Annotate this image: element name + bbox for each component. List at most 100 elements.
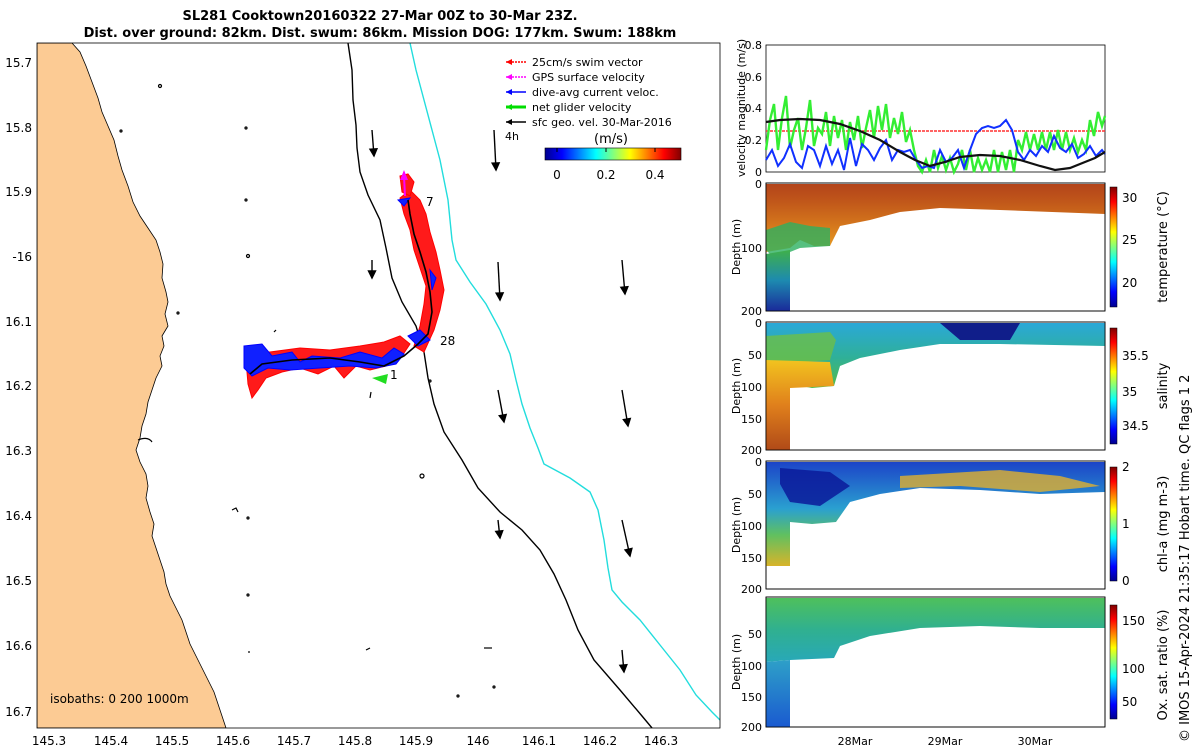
cbar-0-tick-0: 30 <box>1122 191 1137 205</box>
profile-1-ytick-4: 200 <box>741 444 762 457</box>
profile-oxygen <box>765 596 1106 728</box>
legend-item-1: GPS surface velocity <box>506 71 645 84</box>
lon-tick-7: 146 <box>467 734 490 748</box>
time-tick-labels: 28Mar 29Mar 30Mar <box>838 735 1053 748</box>
legend-item-4: sfc geo. vel. 30-Mar-2016 <box>506 116 672 129</box>
geo-velocity-arrows <box>367 129 633 674</box>
lat-tick-4: 16.1 <box>5 315 32 329</box>
vel-ytick-1: 0.2 <box>745 134 763 147</box>
cbar-2-tick-0: 2 <box>1122 460 1130 474</box>
cbar-2-tick-2: 0 <box>1122 574 1130 588</box>
lat-tick-3: -16 <box>12 250 32 264</box>
lat-tick-2: 15.9 <box>5 185 32 199</box>
day-label-7: 7 <box>426 195 434 209</box>
profile-3-ytick-1: 100 <box>741 660 762 673</box>
cbar-2-label: chl-a (mg m-3) <box>1156 476 1171 573</box>
vel-ytick-2: 0.4 <box>745 102 763 115</box>
cbar-1-tick-0: 35.5 <box>1122 349 1149 363</box>
lon-tick-0: 145.3 <box>32 734 66 748</box>
time-tick-1: 29Mar <box>928 735 963 748</box>
profile-salinity <box>765 321 1106 451</box>
title-line-1: SL281 Cooktown20160322 27-Mar 00Z to 30-… <box>182 9 578 24</box>
profile-3-ytick-2: 150 <box>741 691 762 704</box>
lat-tick-labels: 15.7 15.8 15.9 -16 16.1 16.2 16.3 16.4 16.5 16.6 1… <box>5 56 32 719</box>
profile-0-ytick-0: 0 <box>755 178 762 191</box>
legend-label-2: dive-avg current veloc. <box>532 86 659 99</box>
colorbar-salinity <box>1109 327 1118 445</box>
velocity-ylabel: velocity magnitude (m/s) <box>735 39 748 177</box>
lon-tick-2: 145.5 <box>155 734 189 748</box>
profile-chla <box>765 460 1106 590</box>
map-legend: 25cm/s swim vector GPS surface velocity di… <box>505 56 682 182</box>
day-label-28: 28 <box>440 334 455 348</box>
lon-tick-4: 145.7 <box>277 734 311 748</box>
cbar-0-tick-2: 20 <box>1122 276 1137 290</box>
colorbar-tick-0: 0 <box>553 168 561 182</box>
reef-markers <box>119 83 496 698</box>
legend-note: 4h <box>505 130 519 143</box>
lat-tick-9: 16.6 <box>5 639 32 653</box>
profile-0-ytick-2: 200 <box>741 305 762 318</box>
profile-2-ytick-4: 200 <box>741 583 762 596</box>
time-tick-0: 28Mar <box>838 735 873 748</box>
profile-0-ytick-1: 100 <box>741 242 762 255</box>
cbar-1-tick-2: 34.5 <box>1122 419 1149 433</box>
profile-0-ylabel: Depth (m) <box>730 219 743 275</box>
lon-tick-1: 145.4 <box>94 734 128 748</box>
profile-3-ytick-0: 50 <box>748 628 762 641</box>
profile-1-ytick-0: 0 <box>755 317 762 330</box>
legend-label-1: GPS surface velocity <box>532 71 645 84</box>
lat-tick-0: 15.7 <box>5 56 32 70</box>
copyright-note: © IMOS 15-Apr-2024 21:35:17 Hobart time.… <box>1178 374 1193 742</box>
lon-tick-3: 145.6 <box>216 734 250 748</box>
glider-track <box>243 170 445 400</box>
lat-tick-7: 16.4 <box>5 509 32 523</box>
profile-2-ytick-1: 50 <box>748 488 762 501</box>
land-coastline <box>37 43 227 728</box>
cbar-0-tick-1: 25 <box>1122 233 1137 247</box>
cbar-3-tick-1: 100 <box>1122 662 1145 676</box>
profile-2-ylabel: Depth (m) <box>730 497 743 553</box>
legend-label-4: sfc geo. vel. 30-Mar-2016 <box>532 116 672 129</box>
profile-1-ytick-3: 150 <box>741 413 762 426</box>
profile-2-ytick-0: 0 <box>755 456 762 469</box>
lon-tick-8: 146.1 <box>522 734 556 748</box>
colorbar-temperature <box>1109 186 1118 308</box>
lat-tick-8: 16.5 <box>5 574 32 588</box>
isobath-1000m <box>409 43 720 721</box>
legend-item-2: dive-avg current veloc. <box>506 86 659 99</box>
isobath-200m <box>347 43 653 728</box>
series-geo-black <box>765 117 1106 172</box>
cbar-3-tick-0: 150 <box>1122 614 1145 628</box>
colorbar-chla <box>1109 466 1118 582</box>
map-frame <box>36 42 721 729</box>
time-tick-2: 30Mar <box>1018 735 1053 748</box>
lat-tick-5: 16.2 <box>5 379 32 393</box>
current-vectors <box>243 343 405 377</box>
cbar-3-label: Ox. sat. ratio (%) <box>1156 610 1171 721</box>
title-line-2: Dist. over ground: 82km. Dist. swum: 86k… <box>83 26 677 41</box>
cbar-0-label: temperature (°C) <box>1156 191 1171 303</box>
legend-item-3: net glider velocity <box>506 101 632 114</box>
profile-1-ylabel: Depth (m) <box>730 358 743 414</box>
lat-tick-1: 15.8 <box>5 121 32 135</box>
velocity-panel: 0 0.2 0.4 0.6 0.8 velocity magnitude (m/s) <box>735 39 1107 179</box>
colorbar-tick-1: 0.2 <box>596 168 615 182</box>
profile-1-ytick-1: 50 <box>748 349 762 362</box>
vel-ytick-0: 0 <box>755 166 762 179</box>
profile-1-ytick-2: 100 <box>741 381 762 394</box>
lon-tick-6: 145.9 <box>399 734 433 748</box>
cbar-2-tick-1: 1 <box>1122 517 1130 531</box>
lat-tick-10: 16.7 <box>5 705 32 719</box>
glider-path <box>249 199 433 375</box>
vel-ytick-4: 0.8 <box>745 39 763 52</box>
lon-tick-10: 146.3 <box>644 734 678 748</box>
day-label-1: 1 <box>390 368 398 382</box>
series-current-blue <box>765 118 1106 172</box>
legend-label-0: 25cm/s swim vector <box>532 56 643 69</box>
profile-2-ytick-3: 150 <box>741 552 762 565</box>
map-colorbar <box>544 147 682 161</box>
legend-label-3: net glider velocity <box>532 101 632 114</box>
